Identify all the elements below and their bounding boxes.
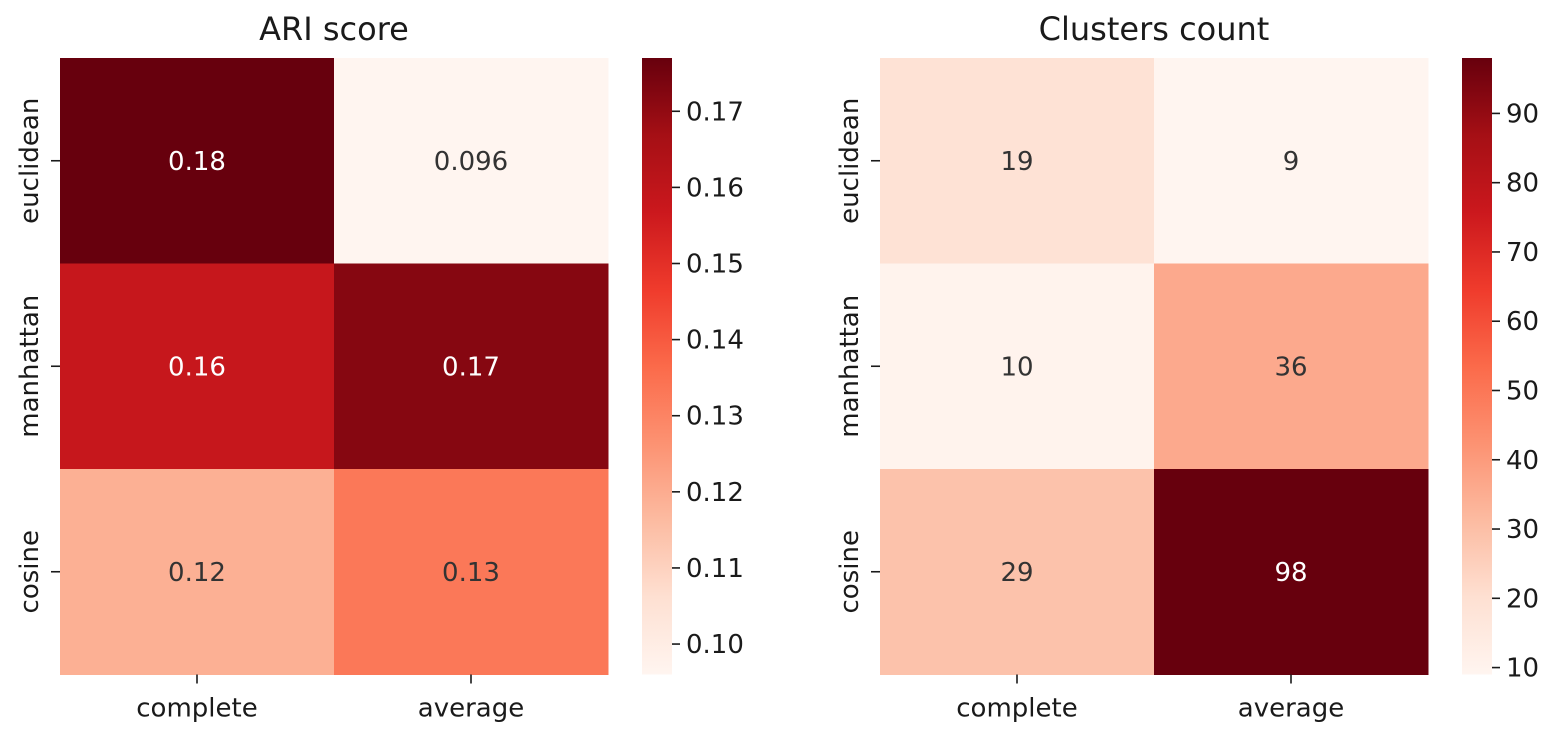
heatmap-cell	[1154, 469, 1429, 675]
cell-value-label: 36	[1274, 352, 1307, 382]
cell-value-label: 0.16	[168, 352, 226, 382]
cell-value-label: 9	[1283, 147, 1300, 177]
colorbar-tick-label: 30	[1506, 515, 1539, 545]
colorbar-tick-label: 80	[1506, 169, 1539, 199]
colorbar-tick-label: 0.13	[686, 402, 744, 432]
y-tick-label: manhattan	[15, 295, 45, 438]
colorbar-tick-label: 20	[1506, 584, 1539, 614]
heatmap-cell	[60, 263, 335, 470]
cell-value-label: 0.17	[442, 352, 500, 382]
colorbar-tick-label: 0.17	[686, 97, 744, 127]
cell-value-label: 98	[1274, 558, 1307, 588]
chart-title: ARI score	[259, 10, 409, 48]
cell-value-label: 0.12	[168, 558, 226, 588]
colorbar	[642, 58, 672, 675]
cell-value-label: 0.13	[442, 558, 500, 588]
colorbar-tick-label: 0.14	[686, 326, 744, 356]
colorbar-tick-label: 40	[1506, 446, 1539, 476]
colorbar-tick-label: 0.15	[686, 250, 744, 280]
heatmap-cell	[60, 469, 335, 675]
y-tick-label: cosine	[15, 530, 45, 613]
cell-value-label: 0.096	[434, 147, 508, 177]
chart-title: Clusters count	[1039, 10, 1270, 48]
heatmap-cell	[60, 58, 335, 264]
heatmap-cell	[334, 58, 609, 264]
heatmap-cell	[334, 263, 609, 470]
heatmap-cell	[1154, 263, 1429, 470]
x-tick-label: complete	[956, 694, 1077, 724]
colorbar-tick-label: 60	[1506, 307, 1539, 337]
cell-value-label: 19	[1000, 147, 1033, 177]
cell-value-label: 10	[1000, 352, 1033, 382]
heatmap-cell	[880, 469, 1155, 675]
colorbar-tick-label: 10	[1506, 654, 1539, 684]
x-tick-label: average	[1238, 694, 1344, 724]
y-tick-label: manhattan	[835, 295, 865, 438]
colorbar-tick-label: 0.11	[686, 554, 744, 584]
y-tick-label: euclidean	[15, 98, 45, 224]
heatmap-clusters-count: Clusters count 19 9 10 36 29 98 complete averag…	[835, 10, 1539, 724]
colorbar-tick-label: 0.16	[686, 173, 744, 203]
colorbar-tick-label: 50	[1506, 376, 1539, 406]
heatmap-cell	[880, 58, 1155, 264]
colorbar-tick-label: 0.10	[686, 630, 744, 660]
colorbar	[1462, 58, 1492, 675]
colorbar-tick-label: 70	[1506, 238, 1539, 268]
heatmap-cell	[334, 469, 609, 675]
heatmap-cell	[1154, 58, 1429, 264]
cell-value-label: 29	[1000, 558, 1033, 588]
cell-value-label: 0.18	[168, 147, 226, 177]
heatmap-ari-score: ARI score 0.18 0.096 0.16 0.17 0.12 0.13 compl…	[15, 10, 744, 724]
x-tick-label: complete	[136, 694, 257, 724]
heatmap-cell	[880, 263, 1155, 470]
colorbar-tick-label: 90	[1506, 99, 1539, 129]
colorbar-tick-label: 0.12	[686, 478, 744, 508]
x-tick-label: average	[418, 694, 524, 724]
y-tick-label: cosine	[835, 530, 865, 613]
y-tick-label: euclidean	[835, 98, 865, 224]
